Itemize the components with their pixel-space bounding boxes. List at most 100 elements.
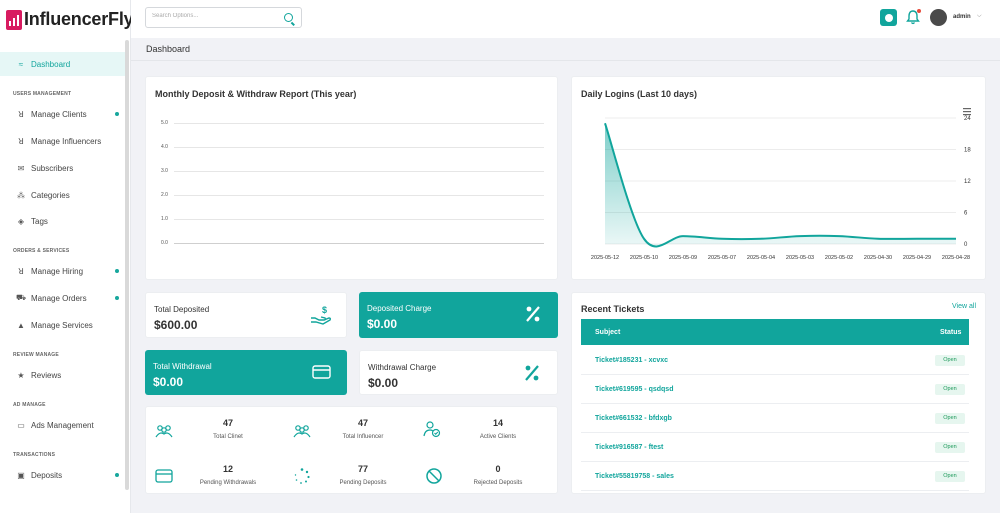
sidebar-item-categories[interactable]: ⁂ Categories [0, 183, 125, 207]
cart-icon: ⛟ [15, 293, 27, 302]
col-subject: Subject [595, 329, 621, 336]
wallet-icon: ▣ [17, 470, 25, 480]
count-total-influencer: 47 Total Influencer [318, 418, 408, 440]
table-row[interactable]: Ticket#916587 - ftest Open [581, 433, 969, 462]
sidebar-item-label: Subscribers [31, 164, 74, 173]
x-tick-label: 2025-05-02 [825, 255, 853, 261]
deposit-report-title: Monthly Deposit & Withdraw Report (This … [155, 89, 357, 99]
section-ad-manage: AD MANAGE [13, 402, 46, 408]
sidebar-item-tags[interactable]: ◈ Tags [0, 209, 125, 233]
y-tick-label: 5.0 [161, 120, 168, 126]
chart-menu-icon[interactable] [963, 108, 971, 110]
gridline [174, 195, 544, 196]
x-tick-label: 2025-04-29 [903, 255, 931, 261]
sidebar-scrollbar[interactable] [125, 40, 129, 490]
sidebar-item-manage-influencers[interactable]: ꓤ Manage Influencers [0, 129, 125, 153]
table-row[interactable]: Ticket#619595 - qsdqsd Open [581, 375, 969, 404]
sidebar-item-deposits[interactable]: ▣ Deposits [0, 463, 125, 487]
sidebar-item-label: Manage Orders [31, 294, 87, 303]
bell-icon[interactable] [906, 9, 920, 25]
language-button[interactable] [880, 9, 897, 26]
sidebar-item-label: Manage Services [31, 321, 93, 330]
x-tick-label: 2025-05-03 [786, 255, 814, 261]
ban-icon [426, 468, 442, 484]
user-name[interactable]: admin [953, 14, 971, 20]
sidebar-item-manage-hiring[interactable]: ꓤ Manage Hiring [0, 259, 125, 283]
sidebar-item-manage-clients[interactable]: ꓤ Manage Clients [0, 102, 125, 126]
search-box [145, 7, 302, 28]
daily-logins-title: Daily Logins (Last 10 days) [581, 89, 698, 99]
deposit-report-card: Monthly Deposit & Withdraw Report (This … [145, 76, 558, 280]
app-logo[interactable]: InfluencerFly [6, 9, 134, 30]
chart-menu-icon[interactable] [963, 114, 971, 116]
credit-card-icon [155, 469, 173, 483]
table-row[interactable]: Ticket#661532 - bfdxgb Open [581, 404, 969, 433]
user-check-icon [423, 421, 441, 438]
total-deposited-card: Total Deposited $600.00 $ [145, 292, 347, 338]
indicator-dot [115, 112, 119, 116]
search-icon[interactable] [284, 13, 293, 22]
ticket-link[interactable]: Ticket#55819758 - sales [595, 473, 674, 480]
credit-card-icon [312, 365, 331, 379]
users-icon: ꓤ [18, 266, 24, 276]
view-all-link[interactable]: View all [952, 303, 976, 310]
section-users-management: USERS MANAGEMENT [13, 91, 72, 97]
sidebar-item-manage-services[interactable]: ▲ Manage Services [0, 313, 125, 337]
logo-text: InfluencerFly [24, 9, 134, 29]
sidebar-item-dashboard[interactable]: ≈ Dashboard [0, 52, 125, 76]
ticket-link[interactable]: Ticket#619595 - qsdqsd [595, 386, 674, 393]
percent-icon [526, 306, 540, 322]
logo-icon [6, 9, 22, 30]
tickets-table-header: Subject Status [581, 319, 969, 345]
divider [131, 60, 1000, 61]
sidebar-item-subscribers[interactable]: ✉ Subscribers [0, 156, 125, 180]
sidebar-item-ads-management[interactable]: ▭ Ads Management [0, 413, 125, 437]
count-value: 12 [222, 464, 233, 474]
daily-logins-chart: 24 18 12 6 0 2025-05-12 2025-05-10 2025-05-09 20… [591, 108, 971, 261]
x-tick-label: 2025-05-04 [747, 255, 775, 261]
ticket-link[interactable]: Ticket#661532 - bfdxgb [595, 415, 672, 422]
y-tick-label: 24 [964, 116, 971, 122]
users-group-icon [293, 425, 311, 438]
x-tick-label: 2025-05-10 [630, 255, 658, 261]
page-title: Dashboard [146, 44, 191, 54]
table-row[interactable]: Ticket#185231 - xcvxc Open [581, 346, 969, 375]
indicator-dot [115, 473, 119, 477]
stat-value: $0.00 [367, 317, 398, 331]
series-line [604, 122, 956, 248]
status-badge: Open [935, 355, 965, 366]
sidebar-item-label: Manage Influencers [31, 137, 102, 146]
user-icon: ꓤ [18, 109, 24, 119]
notification-dot [917, 9, 921, 13]
counts-card: 47 Total Clinet 47 Total Influencer 14 A… [145, 406, 558, 494]
user-icon: ꓤ [18, 136, 24, 146]
count-label: Pending Deposits [339, 480, 387, 486]
table-row[interactable]: Ticket#55819758 - sales Open [581, 462, 969, 491]
search-input[interactable] [152, 13, 277, 19]
count-active-clients: 14 Active Clients [453, 418, 543, 440]
chevron-down-icon[interactable]: ⌵ [977, 13, 982, 19]
ticket-link[interactable]: Ticket#185231 - xcvxc [595, 357, 669, 364]
sidebar-item-manage-orders[interactable]: ⛟ Manage Orders [0, 286, 125, 310]
y-tick-label: 1.0 [161, 216, 168, 222]
chart-menu-icon[interactable] [963, 111, 971, 113]
percent-icon [525, 365, 539, 381]
y-tick-label: 6 [964, 211, 968, 217]
x-tick-label: 2025-05-07 [708, 255, 736, 261]
sidebar-item-reviews[interactable]: ★ Reviews [0, 363, 125, 387]
x-tick-label: 2025-05-09 [669, 255, 697, 261]
status-badge: Open [935, 471, 965, 482]
count-label: Pending Withdrawals [199, 480, 257, 486]
sidebar-item-label: Dashboard [31, 60, 71, 69]
daily-logins-card: Daily Logins (Last 10 days) 24 18 12 6 0 2025… [571, 76, 986, 280]
section-orders-services: ORDERS & SERVICES [13, 248, 70, 254]
sidebar-item-label: Manage Hiring [31, 267, 84, 276]
ticket-link[interactable]: Ticket#916587 - ftest [595, 444, 664, 451]
tag-icon: ◈ [17, 216, 25, 226]
x-tick-label: 2025-05-12 [591, 255, 619, 261]
gridline [174, 123, 544, 124]
avatar[interactable] [930, 9, 947, 26]
sidebar-item-label: Tags [31, 217, 48, 226]
gridline [174, 171, 544, 172]
stat-label: Total Deposited [154, 305, 210, 314]
